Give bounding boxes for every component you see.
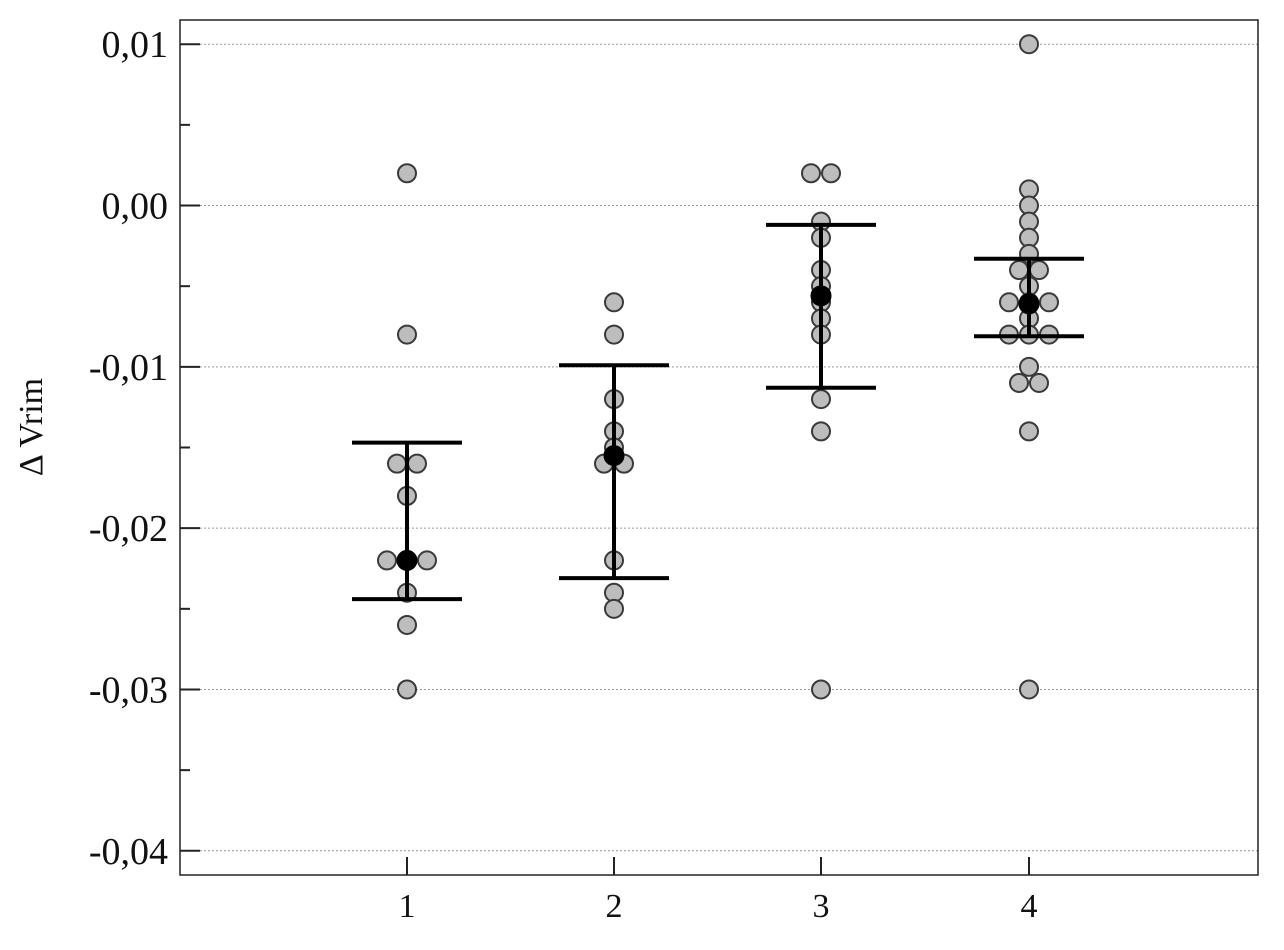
- data-point: [811, 389, 831, 410]
- y-tick-label: -0,03: [89, 669, 168, 711]
- data-point: [377, 550, 397, 571]
- data-point: [1019, 356, 1039, 377]
- x-tick-label: 4: [1021, 888, 1038, 925]
- data-point: [1029, 372, 1049, 393]
- data-point: [387, 453, 407, 474]
- mean-marker: [603, 445, 625, 467]
- x-tick-label: 3: [813, 888, 830, 925]
- data-point: [397, 324, 417, 345]
- y-tick-label: -0,01: [89, 347, 168, 389]
- data-point: [417, 550, 437, 571]
- mean-marker: [396, 549, 418, 571]
- data-point: [1009, 260, 1029, 281]
- y-axis-title: Δ Vrim: [13, 378, 50, 476]
- data-point: [397, 614, 417, 635]
- data-point: [397, 679, 417, 700]
- data-point: [1019, 679, 1039, 700]
- data-point: [801, 163, 821, 184]
- y-tick-label: -0,02: [89, 508, 168, 550]
- data-point: [1029, 260, 1049, 281]
- data-point: [811, 679, 831, 700]
- x-tick-label: 1: [399, 888, 416, 925]
- data-point: [821, 163, 841, 184]
- x-tick-label: 2: [606, 888, 623, 925]
- axis-layer: 0,01 0,00 -0,01 -0,02 -0,03 -0,04 1 2 3 4: [89, 24, 1038, 925]
- data-point: [407, 453, 427, 474]
- data-point: [1019, 421, 1039, 442]
- y-tick-label: 0,01: [102, 24, 169, 66]
- data-point: [397, 163, 417, 184]
- stats-layer: [352, 222, 1084, 602]
- plot-frame: [179, 19, 1259, 876]
- mean-marker: [810, 285, 832, 307]
- data-point: [999, 292, 1019, 313]
- data-point: [1009, 372, 1029, 393]
- data-point: [604, 324, 624, 345]
- mean-marker: [1018, 293, 1040, 315]
- data-point: [811, 421, 831, 442]
- y-tick-label: 0,00: [102, 186, 169, 228]
- data-point: [604, 292, 624, 313]
- data-point: [1019, 34, 1039, 55]
- y-tick-label: -0,04: [89, 831, 168, 873]
- data-point: [604, 598, 624, 619]
- data-point: [1039, 292, 1059, 313]
- grid-layer: [180, 43, 1258, 852]
